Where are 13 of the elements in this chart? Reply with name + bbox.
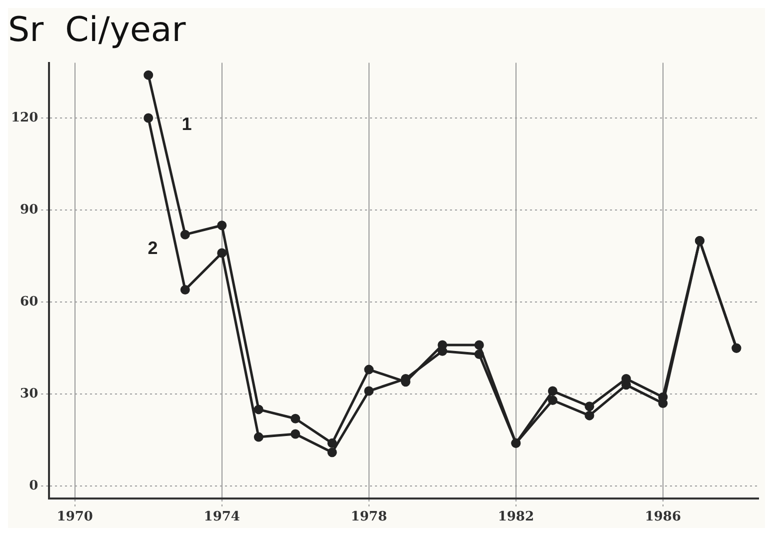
- series-label: 1: [182, 114, 192, 134]
- x-tick-label: 1982: [498, 510, 534, 525]
- series-label: 2: [148, 238, 158, 258]
- y-tick-label: 90: [20, 202, 38, 218]
- y-tick-label: 30: [20, 386, 38, 402]
- x-tick-label: 1970: [56, 510, 93, 525]
- y-tick-label: 60: [20, 294, 38, 310]
- y-tick-label: 0: [29, 478, 38, 494]
- x-tick-label: 1974: [204, 510, 240, 525]
- y-tick-label: 120: [10, 110, 38, 126]
- chart-title: Sr Ci/year: [8, 10, 186, 50]
- x-tick-label: 1986: [644, 510, 682, 525]
- x-tick-label: 1978: [350, 510, 387, 525]
